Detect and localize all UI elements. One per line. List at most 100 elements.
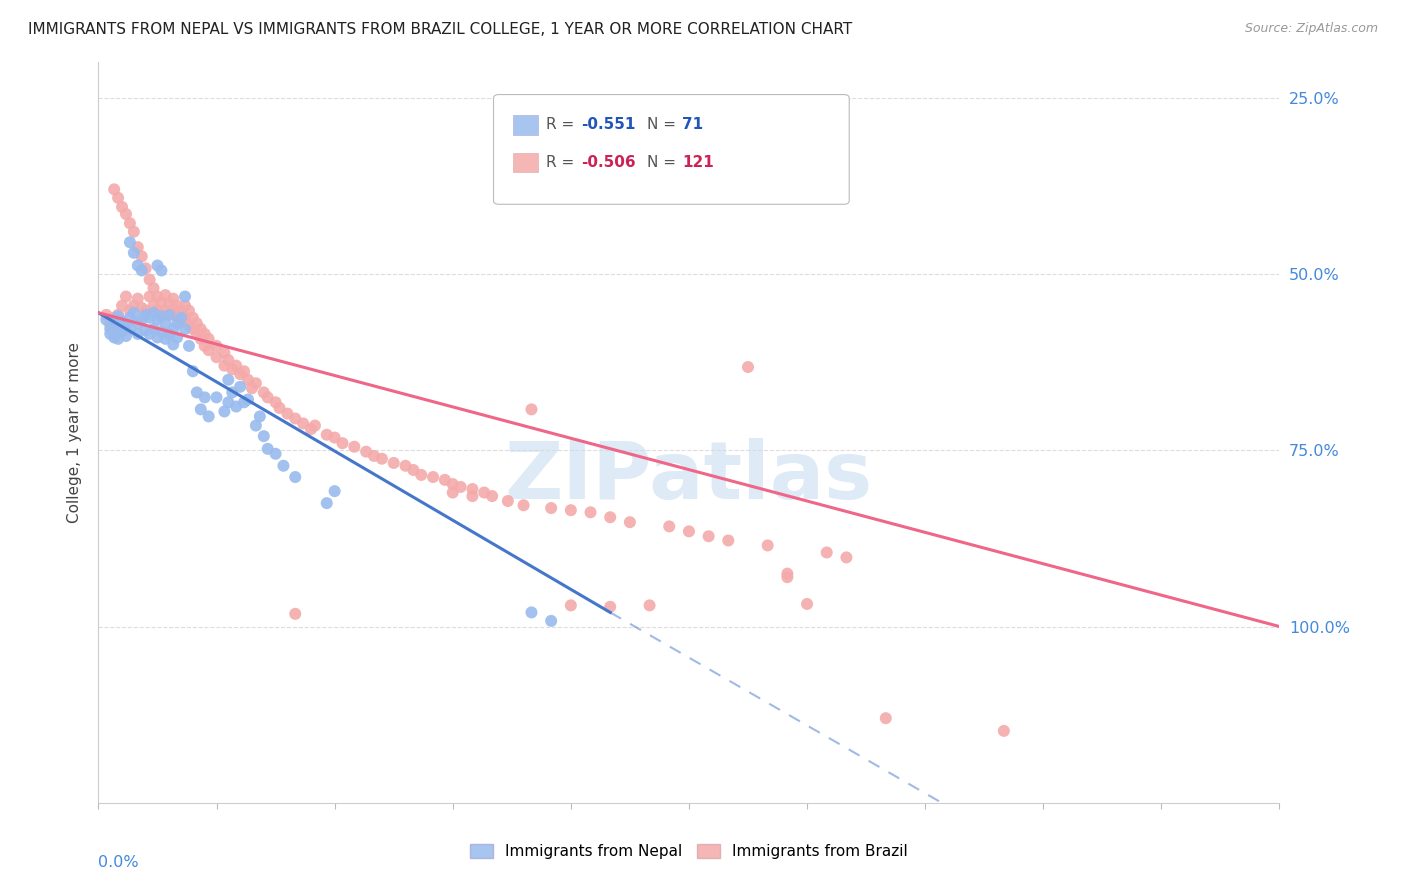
Point <box>170 310 193 325</box>
Point <box>174 289 197 303</box>
Point <box>284 607 307 621</box>
Point <box>103 310 125 325</box>
Point <box>138 326 160 341</box>
Point <box>162 292 184 306</box>
Point <box>382 456 405 470</box>
Point <box>245 376 267 391</box>
Legend: Immigrants from Nepal, Immigrants from Brazil: Immigrants from Nepal, Immigrants from B… <box>464 838 914 865</box>
Point <box>96 308 118 322</box>
Point <box>599 599 621 614</box>
Point <box>146 313 169 327</box>
Point <box>131 313 153 327</box>
Point <box>217 353 239 368</box>
Point <box>166 316 188 330</box>
Point <box>245 418 267 433</box>
Point <box>127 316 149 330</box>
Point <box>461 482 484 496</box>
Point <box>236 373 259 387</box>
Point <box>658 519 681 533</box>
Point <box>371 451 394 466</box>
Point <box>394 458 416 473</box>
Point <box>496 494 519 508</box>
Point <box>217 373 239 387</box>
Point <box>354 444 377 458</box>
Point <box>697 529 720 543</box>
Point <box>717 533 740 548</box>
Point <box>118 216 141 230</box>
Point <box>98 322 121 336</box>
Y-axis label: College, 1 year or more: College, 1 year or more <box>67 343 83 523</box>
Point <box>304 418 326 433</box>
Point <box>174 322 197 336</box>
Point <box>186 316 208 330</box>
Point <box>512 498 534 512</box>
Point <box>560 599 582 613</box>
Point <box>142 281 165 295</box>
Point <box>190 402 212 417</box>
Point <box>481 489 503 503</box>
Point <box>138 310 160 325</box>
Point <box>150 295 173 310</box>
Point <box>835 550 858 565</box>
Point <box>197 332 219 346</box>
Text: N =: N = <box>647 155 681 169</box>
Point <box>98 326 121 341</box>
Point <box>111 325 134 339</box>
Point <box>197 343 219 358</box>
Point <box>166 299 188 313</box>
Point <box>181 364 204 378</box>
Point <box>118 310 141 325</box>
Point <box>115 318 138 332</box>
Point <box>157 308 180 322</box>
Point <box>170 315 193 329</box>
Point <box>332 436 354 450</box>
Point <box>107 319 129 334</box>
Point <box>122 299 145 313</box>
Point <box>433 473 456 487</box>
Point <box>166 330 188 344</box>
Point <box>240 381 263 395</box>
Point <box>122 225 145 239</box>
Point <box>520 402 543 417</box>
Point <box>221 385 243 400</box>
Point <box>135 308 157 322</box>
Point <box>225 400 247 414</box>
Point <box>323 484 346 499</box>
Point <box>96 313 118 327</box>
Point <box>127 292 149 306</box>
Point <box>107 308 129 322</box>
Point <box>205 390 228 404</box>
Point <box>422 470 444 484</box>
Point <box>197 409 219 424</box>
Point <box>186 385 208 400</box>
Point <box>170 303 193 318</box>
Point <box>363 449 385 463</box>
Point <box>103 316 125 330</box>
Point <box>111 200 134 214</box>
Point <box>273 458 295 473</box>
Point <box>135 261 157 276</box>
Point <box>142 322 165 336</box>
Point <box>174 310 197 325</box>
Point <box>560 503 582 517</box>
Point <box>122 306 145 320</box>
Point <box>264 447 287 461</box>
Point <box>155 303 177 318</box>
Point <box>776 566 799 581</box>
Point <box>402 463 425 477</box>
Point <box>127 259 149 273</box>
Point <box>205 339 228 353</box>
Point <box>253 385 276 400</box>
Point <box>256 442 278 456</box>
Point <box>146 259 169 273</box>
Point <box>225 359 247 373</box>
Point <box>174 299 197 313</box>
Point <box>177 339 200 353</box>
Point <box>253 429 276 443</box>
Point <box>190 322 212 336</box>
Text: IMMIGRANTS FROM NEPAL VS IMMIGRANTS FROM BRAZIL COLLEGE, 1 YEAR OR MORE CORRELAT: IMMIGRANTS FROM NEPAL VS IMMIGRANTS FROM… <box>28 22 852 37</box>
Point <box>214 346 236 360</box>
Point <box>135 323 157 337</box>
Point <box>875 711 897 725</box>
Point <box>131 263 153 277</box>
